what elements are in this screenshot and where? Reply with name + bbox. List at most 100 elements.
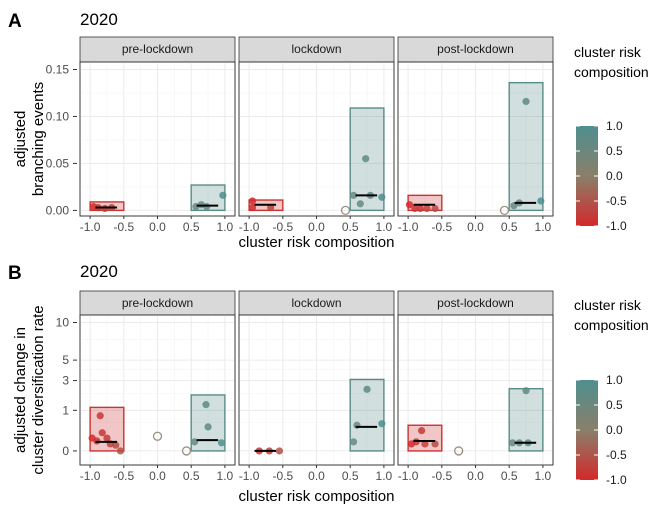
- facet-strip: [238, 36, 395, 63]
- y-tick-label: 5: [62, 353, 69, 367]
- x-tick-label: 0.5: [342, 469, 359, 483]
- data-point: [405, 201, 414, 209]
- data-point: [423, 204, 431, 213]
- legend-label: 1.0: [606, 373, 623, 387]
- x-tick-label: 1.0: [535, 469, 552, 483]
- x-tick-label: -0.5: [431, 469, 452, 483]
- legend-label: 0.0: [606, 169, 623, 183]
- y-tick-label: 3: [62, 374, 69, 388]
- x-axis-title: cluster risk composition: [239, 234, 395, 251]
- data-point: [362, 155, 370, 163]
- y-tick-label: 0.00: [46, 203, 70, 217]
- hollow-point: [181, 446, 192, 456]
- data-point: [103, 434, 111, 442]
- facet-strip-label: pre-lockdown: [122, 296, 193, 310]
- data-point: [510, 202, 518, 210]
- x-tick-label: -1.0: [239, 469, 260, 483]
- data-point: [116, 447, 125, 455]
- data-point: [431, 204, 439, 213]
- legend-label: 1.0: [606, 119, 623, 133]
- data-point: [349, 438, 358, 446]
- x-tick-label: 0.0: [149, 220, 166, 234]
- facet-panel: pre-lockdown -1.0 -0.5 0.0 0.5 1.0: [79, 36, 236, 234]
- x-tick-label: 0.0: [308, 220, 325, 234]
- y-axis-title: cluster diversification rate: [30, 305, 47, 474]
- facet-panel: post-lockdown -1.0 -0.5 0.0 0.5 1.0: [397, 36, 554, 234]
- data-point: [96, 412, 104, 420]
- legend-label: 0.5: [606, 398, 623, 412]
- panel-letter: A: [8, 11, 22, 32]
- data-point: [98, 429, 106, 437]
- facet-strip: [397, 36, 554, 63]
- x-tick-label: 1.0: [217, 469, 234, 483]
- row-title: 2020: [80, 10, 118, 29]
- legend-label: -0.5: [606, 448, 627, 462]
- legend-a: cluster risk composition 1.0 0.5 0.0 -0.5 -1.0: [574, 44, 649, 233]
- x-tick-label: -1.0: [80, 220, 101, 234]
- data-point: [190, 438, 199, 446]
- y-axis-title: branching events: [30, 82, 47, 196]
- data-point: [219, 191, 227, 199]
- data-point: [356, 200, 364, 208]
- data-point: [248, 197, 257, 205]
- x-tick-label: 0.5: [342, 220, 359, 234]
- data-point: [378, 420, 386, 428]
- y-axis-title: adjusted change in: [12, 327, 29, 453]
- facet-panel: lockdown -1.0 -0.5 0.0 0.5 1.0: [238, 36, 395, 234]
- x-tick-label: 0.5: [501, 220, 518, 234]
- facet-strip-label: post-lockdown: [437, 296, 514, 310]
- legend-label: 0.0: [606, 423, 623, 437]
- facet-strip-label: pre-lockdown: [122, 42, 193, 56]
- x-tick-label: -1.0: [80, 469, 101, 483]
- facet-panel: post-lockdown -1.0 -0.5 0.0 0.5 1.0: [397, 290, 554, 483]
- facet-strip: [79, 290, 236, 316]
- x-tick-label: -0.5: [431, 220, 452, 234]
- facet-strip-label: lockdown: [291, 296, 341, 310]
- row-title: 2020: [80, 262, 118, 281]
- facet-strip: [238, 290, 395, 316]
- y-tick-label: 10: [56, 315, 70, 329]
- data-point: [378, 193, 386, 201]
- legend-title: cluster risk: [574, 44, 642, 60]
- facet-panel: pre-lockdown -1.0 -0.5 0.0 0.5 1.0: [79, 290, 236, 483]
- data-point: [421, 440, 429, 448]
- legend-title: composition: [574, 64, 649, 80]
- facet-strip: [397, 290, 554, 316]
- legend-label: -1.0: [606, 473, 627, 487]
- data-point: [417, 427, 426, 435]
- legend-colorbar: [576, 380, 598, 480]
- hollow-point: [152, 431, 163, 441]
- facet-strip-label: lockdown: [291, 42, 341, 56]
- x-tick-label: -1.0: [398, 220, 419, 234]
- data-point: [537, 197, 545, 205]
- legend-label: -0.5: [606, 194, 627, 208]
- data-point: [202, 401, 210, 409]
- x-tick-label: 0.0: [467, 220, 484, 234]
- data-point: [522, 387, 530, 395]
- x-tick-label: -0.5: [272, 469, 293, 483]
- facet-strip: [79, 36, 236, 63]
- legend-colorbar: [576, 126, 598, 226]
- data-point: [248, 203, 257, 212]
- facet-panel: lockdown -1.0 -0.5 0.0 0.5 1.0: [238, 290, 395, 483]
- y-tick-label: 1: [62, 403, 69, 417]
- data-point: [522, 97, 530, 106]
- y-axis-title: adjusted: [12, 111, 29, 168]
- x-tick-label: -1.0: [239, 220, 260, 234]
- data-point: [363, 385, 371, 393]
- row-b-chart: B 2020 adjusted change in cluster diversifi…: [8, 262, 554, 505]
- hollow-point: [499, 205, 510, 216]
- y-tick-label: 0: [62, 444, 69, 458]
- hollow-point: [454, 446, 464, 456]
- data-point: [275, 447, 284, 455]
- data-point: [217, 439, 226, 447]
- hollow-point: [340, 205, 351, 216]
- x-tick-label: -0.5: [113, 469, 134, 483]
- x-tick-label: 0.5: [183, 469, 200, 483]
- x-tick-label: 1.0: [376, 469, 393, 483]
- row-a-chart: A 2020 adjusted branching events 0.00 0.05 0.1…: [8, 10, 554, 251]
- y-tick-label: 0.05: [46, 156, 70, 170]
- x-tick-label: -0.5: [113, 220, 134, 234]
- x-tick-label: 1.0: [376, 220, 393, 234]
- data-point: [508, 439, 517, 447]
